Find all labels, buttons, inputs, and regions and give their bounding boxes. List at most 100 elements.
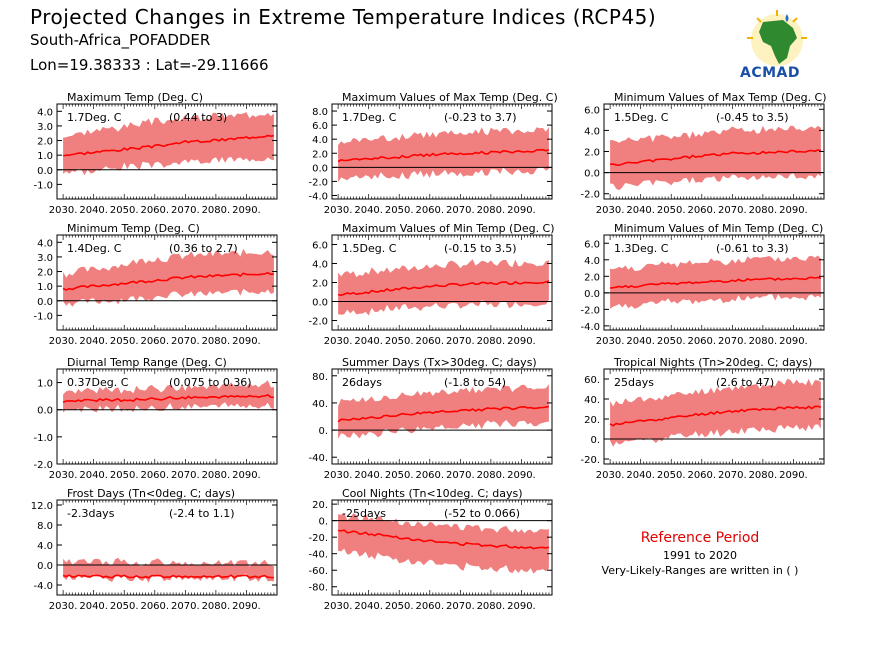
x-tick-label: 2040. [79, 601, 108, 612]
y-tick-label: 0. [318, 517, 328, 528]
x-tick-label: 2060. [687, 470, 716, 481]
x-tick-label: 2050. [385, 205, 414, 216]
y-tick-label: -20. [308, 533, 328, 544]
x-tick-label: 2090. [507, 205, 536, 216]
y-tick-label: 0.0 [312, 298, 328, 309]
x-tick-label: 2080. [749, 205, 778, 216]
y-tick-label: 0. [590, 435, 600, 446]
x-tick-label: 2070. [446, 470, 475, 481]
chart-svg: Minimum Temp (Deg. C) -1.0 0.0 1.0 2.0 3.0 4.0… [33, 222, 278, 347]
y-tick-label: 4.0 [37, 238, 53, 249]
x-tick-label: 2030. [324, 470, 353, 481]
y-tick-label: 8.0 [37, 521, 53, 532]
change-label: 26days [342, 376, 382, 389]
x-tick-label: 2050. [657, 205, 686, 216]
y-tick-label: 6.0 [584, 105, 600, 116]
y-tick-label: 6.0 [312, 241, 328, 252]
y-tick-label: 4.0 [37, 107, 53, 118]
y-tick-label: 4.0 [584, 126, 600, 137]
y-tick-label: 0.0 [312, 163, 328, 174]
change-label: -2.3days [67, 507, 115, 520]
x-tick-label: 2050. [385, 336, 414, 347]
x-tick-label: 2030. [596, 470, 625, 481]
logo-text: ACMAD [740, 65, 800, 81]
median-change-line [62, 394, 274, 404]
y-tick-label: 6.0 [584, 239, 600, 250]
y-tick-label: 0.0 [584, 169, 600, 180]
chart-title: Minimum Temp (Deg. C) [67, 222, 200, 235]
x-tick-label: 2080. [202, 601, 231, 612]
y-tick-label: 2.0 [584, 148, 600, 159]
median-change-line [62, 134, 275, 157]
y-tick-label: 2.0 [584, 272, 600, 283]
chart-panel: Summer Days (Tx>30deg. C; days) -40. 0. 40.… [282, 356, 562, 496]
x-tick-label: 2060. [415, 601, 444, 612]
y-tick-label: 80. [312, 372, 328, 383]
chart-panel: Frost Days (Tn<0deg. C; days) -4.0 0.0 4.0 8… [7, 487, 287, 627]
africa-map-logo [747, 10, 807, 66]
change-label: 0.37Deg. C [67, 376, 129, 389]
chart-svg: Diurnal Temp Range (Deg. C) -2.0 -1.0 0.0 1.… [33, 356, 278, 481]
x-tick-label: 2090. [507, 470, 536, 481]
change-label: 1.3Deg. C [614, 242, 669, 255]
figure-title: Projected Changes in Extreme Temperature… [30, 5, 657, 29]
x-tick-label: 2080. [477, 470, 506, 481]
range-label: (-2.4 to 1.1) [169, 507, 235, 520]
median-change-line [62, 574, 274, 579]
chart-svg: Summer Days (Tx>30deg. C; days) -40. 0. 40.… [308, 356, 553, 481]
x-tick-label: 2060. [140, 205, 169, 216]
y-tick-label: 3.0 [37, 253, 53, 264]
chart-title: Cool Nights (Tn<10deg. C; days) [342, 487, 523, 500]
median-change-line [337, 280, 550, 297]
y-tick-label: -60. [308, 566, 328, 577]
x-tick-label: 2070. [171, 205, 200, 216]
chart-svg: Frost Days (Tn<0deg. C; days) -4.0 0.0 4.0 8… [31, 487, 278, 612]
x-tick-label: 2090. [507, 336, 536, 347]
y-tick-label: -2.0 [580, 190, 600, 201]
y-tick-label: -1.0 [33, 433, 53, 444]
y-tick-label: 12.0 [31, 501, 53, 512]
x-tick-label: 2070. [171, 601, 200, 612]
x-tick-label: 2050. [657, 470, 686, 481]
change-label: -25days [342, 507, 386, 520]
x-tick-label: 2080. [477, 601, 506, 612]
chart-panel: Minimum Values of Max Temp (Deg. C) -2.0 0… [554, 91, 834, 231]
y-tick-label: -20. [580, 455, 600, 466]
x-tick-label: 2090. [232, 336, 261, 347]
x-tick-label: 2040. [354, 601, 383, 612]
y-tick-label: -4.0 [33, 581, 53, 592]
y-tick-label: 40. [584, 395, 600, 406]
x-tick-label: 2030. [49, 470, 78, 481]
range-label: (2.6 to 47) [716, 376, 774, 389]
x-tick-label: 2090. [232, 601, 261, 612]
range-label: (-0.23 to 3.7) [444, 111, 517, 124]
range-label: (0.075 to 0.36) [169, 376, 252, 389]
median-change-line [337, 405, 550, 423]
y-tick-label: -2.0 [308, 177, 328, 188]
x-tick-label: 2060. [140, 470, 169, 481]
chart-svg: Minimum Values of Max Temp (Deg. C) -2.0 0… [580, 91, 826, 216]
chart-panel: Maximum Values of Min Temp (Deg. C) -2.0 0… [282, 222, 562, 362]
y-tick-label: -2.0 [308, 317, 328, 328]
x-tick-label: 2060. [415, 470, 444, 481]
likely-range-band [63, 248, 274, 307]
chart-title: Frost Days (Tn<0deg. C; days) [67, 487, 235, 500]
y-tick-label: -40. [308, 550, 328, 561]
x-tick-label: 2040. [354, 470, 383, 481]
y-tick-label: 2.0 [312, 149, 328, 160]
likely-range-band [63, 112, 274, 176]
y-tick-label: 20. [584, 415, 600, 426]
range-label: (-52 to 0.066) [444, 507, 520, 520]
x-tick-label: 2030. [49, 601, 78, 612]
range-note: Very-Likely-Ranges are written in ( ) [601, 564, 799, 577]
x-tick-label: 2060. [687, 336, 716, 347]
chart-svg: Maximum Values of Max Temp (Deg. C) -4.0 -… [308, 91, 557, 216]
x-tick-label: 2030. [324, 601, 353, 612]
y-tick-label: 1.0 [37, 151, 53, 162]
x-tick-label: 2050. [385, 470, 414, 481]
x-tick-label: 2080. [749, 470, 778, 481]
y-tick-label: 0.0 [584, 289, 600, 300]
range-label: (-1.8 to 54) [444, 376, 506, 389]
y-tick-label: 0.0 [37, 561, 53, 572]
median-change-line [609, 276, 822, 289]
